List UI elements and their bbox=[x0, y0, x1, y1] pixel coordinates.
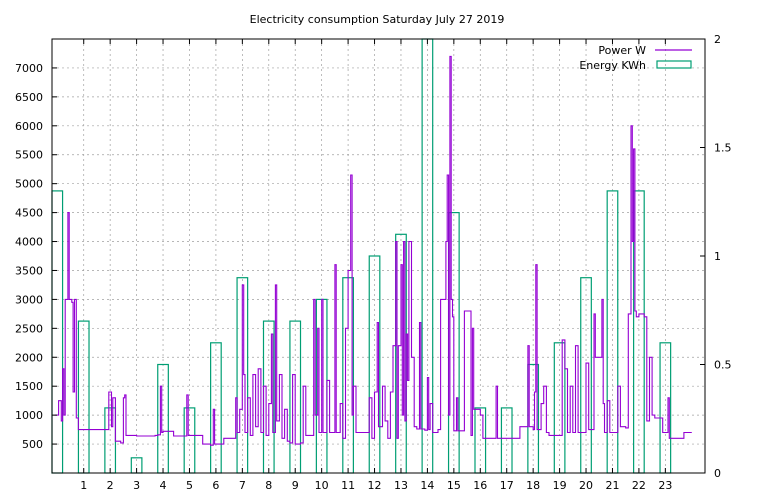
y-tick-label: 2000 bbox=[15, 351, 43, 364]
axis-ticks: 1 2 3 4 5 6 7 8 9 10 11 12 13 14 15 16 17 18 19 20 21 22 23500… bbox=[15, 33, 732, 492]
y-tick-label: 6000 bbox=[15, 120, 43, 133]
power-line bbox=[54, 55, 692, 446]
x-tick-label: 23 bbox=[658, 479, 672, 492]
y-tick-label: 1500 bbox=[15, 380, 43, 393]
x-tick-label: 22 bbox=[632, 479, 646, 492]
x-tick-label: 3 bbox=[133, 479, 140, 492]
energy-bar bbox=[553, 342, 566, 474]
x-tick-label: 15 bbox=[447, 479, 461, 492]
x-tick-label: 11 bbox=[341, 479, 355, 492]
chart-title: Electricity consumption Saturday July 27… bbox=[250, 13, 505, 26]
x-tick-label: 17 bbox=[500, 479, 514, 492]
y2-tick-label: 0 bbox=[714, 467, 721, 480]
y2-tick-label: 0.5 bbox=[714, 359, 732, 372]
x-tick-label: 13 bbox=[394, 479, 408, 492]
x-tick-label: 7 bbox=[239, 479, 246, 492]
x-tick-label: 8 bbox=[265, 479, 272, 492]
y2-tick-label: 1 bbox=[714, 250, 721, 263]
x-tick-label: 14 bbox=[420, 479, 434, 492]
x-tick-label: 20 bbox=[579, 479, 593, 492]
y-tick-label: 6500 bbox=[15, 91, 43, 104]
x-tick-label: 2 bbox=[107, 479, 114, 492]
x-tick-label: 12 bbox=[368, 479, 382, 492]
legend-label-power: Power W bbox=[598, 44, 646, 57]
energy-bar bbox=[51, 190, 64, 474]
legend-swatch-energy bbox=[656, 60, 692, 69]
x-tick-label: 6 bbox=[212, 479, 219, 492]
y-tick-label: 4500 bbox=[15, 207, 43, 220]
x-tick-label: 18 bbox=[526, 479, 540, 492]
y-tick-label: 5000 bbox=[15, 178, 43, 191]
x-tick-label: 1 bbox=[80, 479, 87, 492]
x-tick-label: 21 bbox=[605, 479, 619, 492]
y-tick-label: 5500 bbox=[15, 149, 43, 162]
y-tick-label: 2500 bbox=[15, 322, 43, 335]
energy-bar bbox=[210, 342, 222, 474]
legend-label-energy: Energy KWh bbox=[579, 59, 646, 72]
y-tick-label: 3000 bbox=[15, 293, 43, 306]
x-tick-label: 10 bbox=[315, 479, 329, 492]
legend: Power W Energy KWh bbox=[579, 44, 692, 72]
y-tick-label: 1000 bbox=[15, 409, 43, 422]
power-series bbox=[54, 55, 692, 446]
y-tick-label: 4000 bbox=[15, 236, 43, 249]
x-tick-label: 16 bbox=[473, 479, 487, 492]
y-tick-label: 7000 bbox=[15, 62, 43, 75]
x-tick-label: 5 bbox=[186, 479, 193, 492]
y-tick-label: 500 bbox=[22, 438, 43, 451]
y2-tick-label: 2 bbox=[714, 33, 721, 46]
x-tick-label: 4 bbox=[160, 479, 167, 492]
x-tick-label: 19 bbox=[553, 479, 567, 492]
y2-tick-label: 1.5 bbox=[714, 142, 732, 155]
x-tick-label: 9 bbox=[292, 479, 299, 492]
y-tick-label: 3500 bbox=[15, 264, 43, 277]
